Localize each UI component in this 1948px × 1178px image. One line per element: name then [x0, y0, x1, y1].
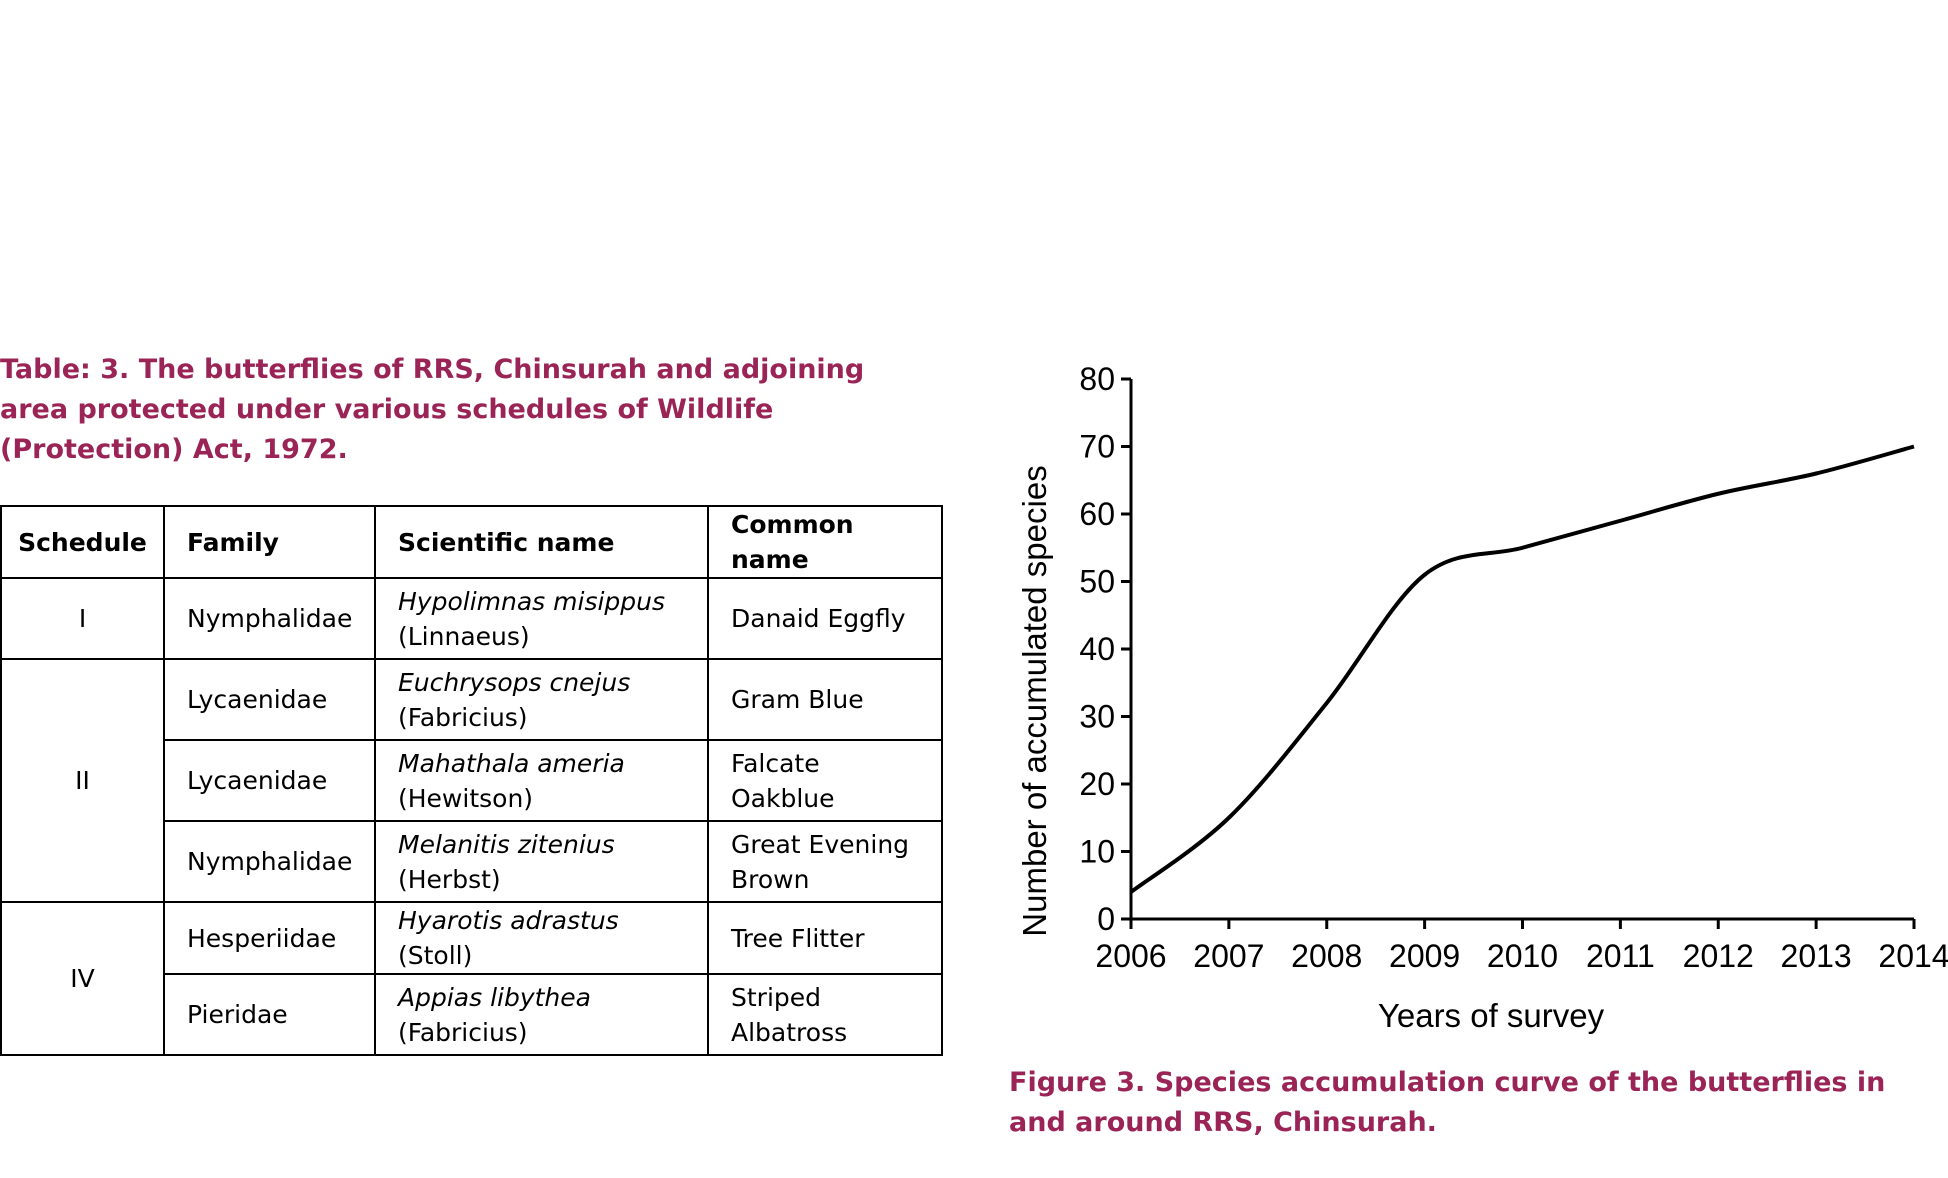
table-row: IV Hesperiidae Hyarotis adrastus (Stoll)…	[0, 901, 943, 1056]
header-schedule: Schedule	[0, 505, 165, 579]
species-author: (Stoll)	[398, 941, 473, 970]
common-name-cell: Tree Flitter	[707, 901, 943, 975]
series-line	[1129, 444, 1915, 894]
x-tick-label: 2009	[1389, 938, 1460, 974]
family-cell: Nymphalidae	[163, 577, 376, 660]
schedule-cell: I	[0, 577, 165, 660]
table-caption: Table: 3. The butterflies of RRS, Chinsu…	[0, 354, 865, 465]
scientific-name-cell: Hypolimnas misippus (Linnaeus)	[374, 577, 709, 660]
common-name-cell: Gram Blue	[707, 658, 943, 741]
header-scientific-name: Scientific name	[374, 505, 709, 579]
y-tick-label: 50	[1079, 564, 1115, 600]
y-axis-ticks: 0 10 20 30 40 50 60 70 80	[1079, 361, 1131, 937]
x-axis-label: Years of survey	[1378, 997, 1605, 1034]
x-tick-label: 2013	[1781, 938, 1852, 974]
species-name: Hypolimnas misippus	[398, 586, 666, 616]
scientific-name-cell: Hyarotis adrastus (Stoll)	[374, 901, 709, 975]
table-row: I Nymphalidae Hypolimnas misippus (Linnae…	[0, 577, 943, 660]
y-tick-label: 80	[1079, 361, 1115, 397]
table-row: Lycaenidae Mahathala ameria (Hewitson) Fa…	[1, 739, 943, 822]
family-cell: Lycaenidae	[163, 739, 376, 822]
x-tick-label: 2008	[1291, 938, 1362, 974]
chart-axes	[1129, 379, 1914, 921]
schedule-cell: IV	[0, 901, 165, 1056]
x-tick-label: 2012	[1683, 938, 1754, 974]
x-tick-label: 2014	[1878, 938, 1948, 974]
x-axis-ticks: 2006 2007 2008 2009 2010 2011 2012 2013 2014	[1095, 919, 1948, 974]
table-row: Pieridae Appias libythea (Fabricius) Stri…	[1, 973, 943, 1056]
table-row: Nymphalidae Melanitis zitenius (Herbst) G…	[1, 820, 943, 903]
common-name-cell: Falcate Oakblue	[707, 739, 943, 822]
family-cell: Hesperiidae	[163, 901, 376, 975]
species-name: Appias libythea	[398, 982, 591, 1012]
scientific-name-cell: Mahathala ameria (Hewitson)	[374, 739, 709, 822]
species-author: (Hewitson)	[398, 783, 534, 813]
y-tick-label: 40	[1079, 631, 1115, 667]
species-name: Mahathala ameria	[398, 748, 625, 778]
y-tick-label: 10	[1079, 834, 1115, 870]
y-tick-label: 60	[1079, 496, 1115, 532]
species-author: (Herbst)	[398, 864, 501, 894]
y-tick-label: 0	[1097, 901, 1115, 937]
y-tick-label: 20	[1079, 766, 1115, 802]
family-cell: Lycaenidae	[163, 658, 376, 741]
butterfly-table: Schedule Family Scientific name Common n…	[0, 505, 943, 1056]
table-header-row: Schedule Family Scientific name Common n…	[0, 505, 943, 579]
species-name: Melanitis zitenius	[398, 829, 615, 859]
header-family: Family	[163, 505, 376, 579]
schedule-cell: II	[0, 658, 165, 903]
x-tick-label: 2010	[1487, 938, 1558, 974]
scientific-name-cell: Euchrysops cnejus (Fabricius)	[374, 658, 709, 741]
species-name: Euchrysops cnejus	[398, 667, 631, 697]
header-common-name: Common name	[707, 505, 943, 579]
species-author: (Fabricius)	[398, 1017, 528, 1047]
y-tick-label: 70	[1079, 429, 1115, 465]
y-tick-label: 30	[1079, 699, 1115, 735]
x-tick-label: 2007	[1193, 938, 1264, 974]
figure-caption: Figure 3. Species accumulation curve of …	[1009, 1067, 1886, 1138]
y-axis-label: Number of accumulated species	[1016, 465, 1053, 936]
x-tick-label: 2011	[1586, 938, 1655, 974]
family-cell: Nymphalidae	[163, 820, 376, 903]
scientific-name-cell: Appias libythea (Fabricius)	[374, 973, 709, 1056]
chart-series	[1129, 444, 1915, 894]
scientific-name-cell: Melanitis zitenius (Herbst)	[374, 820, 709, 903]
family-cell: Pieridae	[163, 973, 376, 1056]
common-name-cell: Striped Albatross	[707, 973, 943, 1056]
common-name-cell: Great Evening Brown	[707, 820, 943, 903]
species-name: Hyarotis adrastus	[398, 906, 619, 935]
species-author: (Linnaeus)	[398, 621, 530, 651]
species-author: (Fabricius)	[398, 702, 528, 732]
common-name-cell: Danaid Eggfly	[707, 577, 943, 660]
x-tick-label: 2006	[1095, 938, 1166, 974]
table-row: II Lycaenidae Euchrysops cnejus (Fabriciu…	[0, 658, 943, 903]
